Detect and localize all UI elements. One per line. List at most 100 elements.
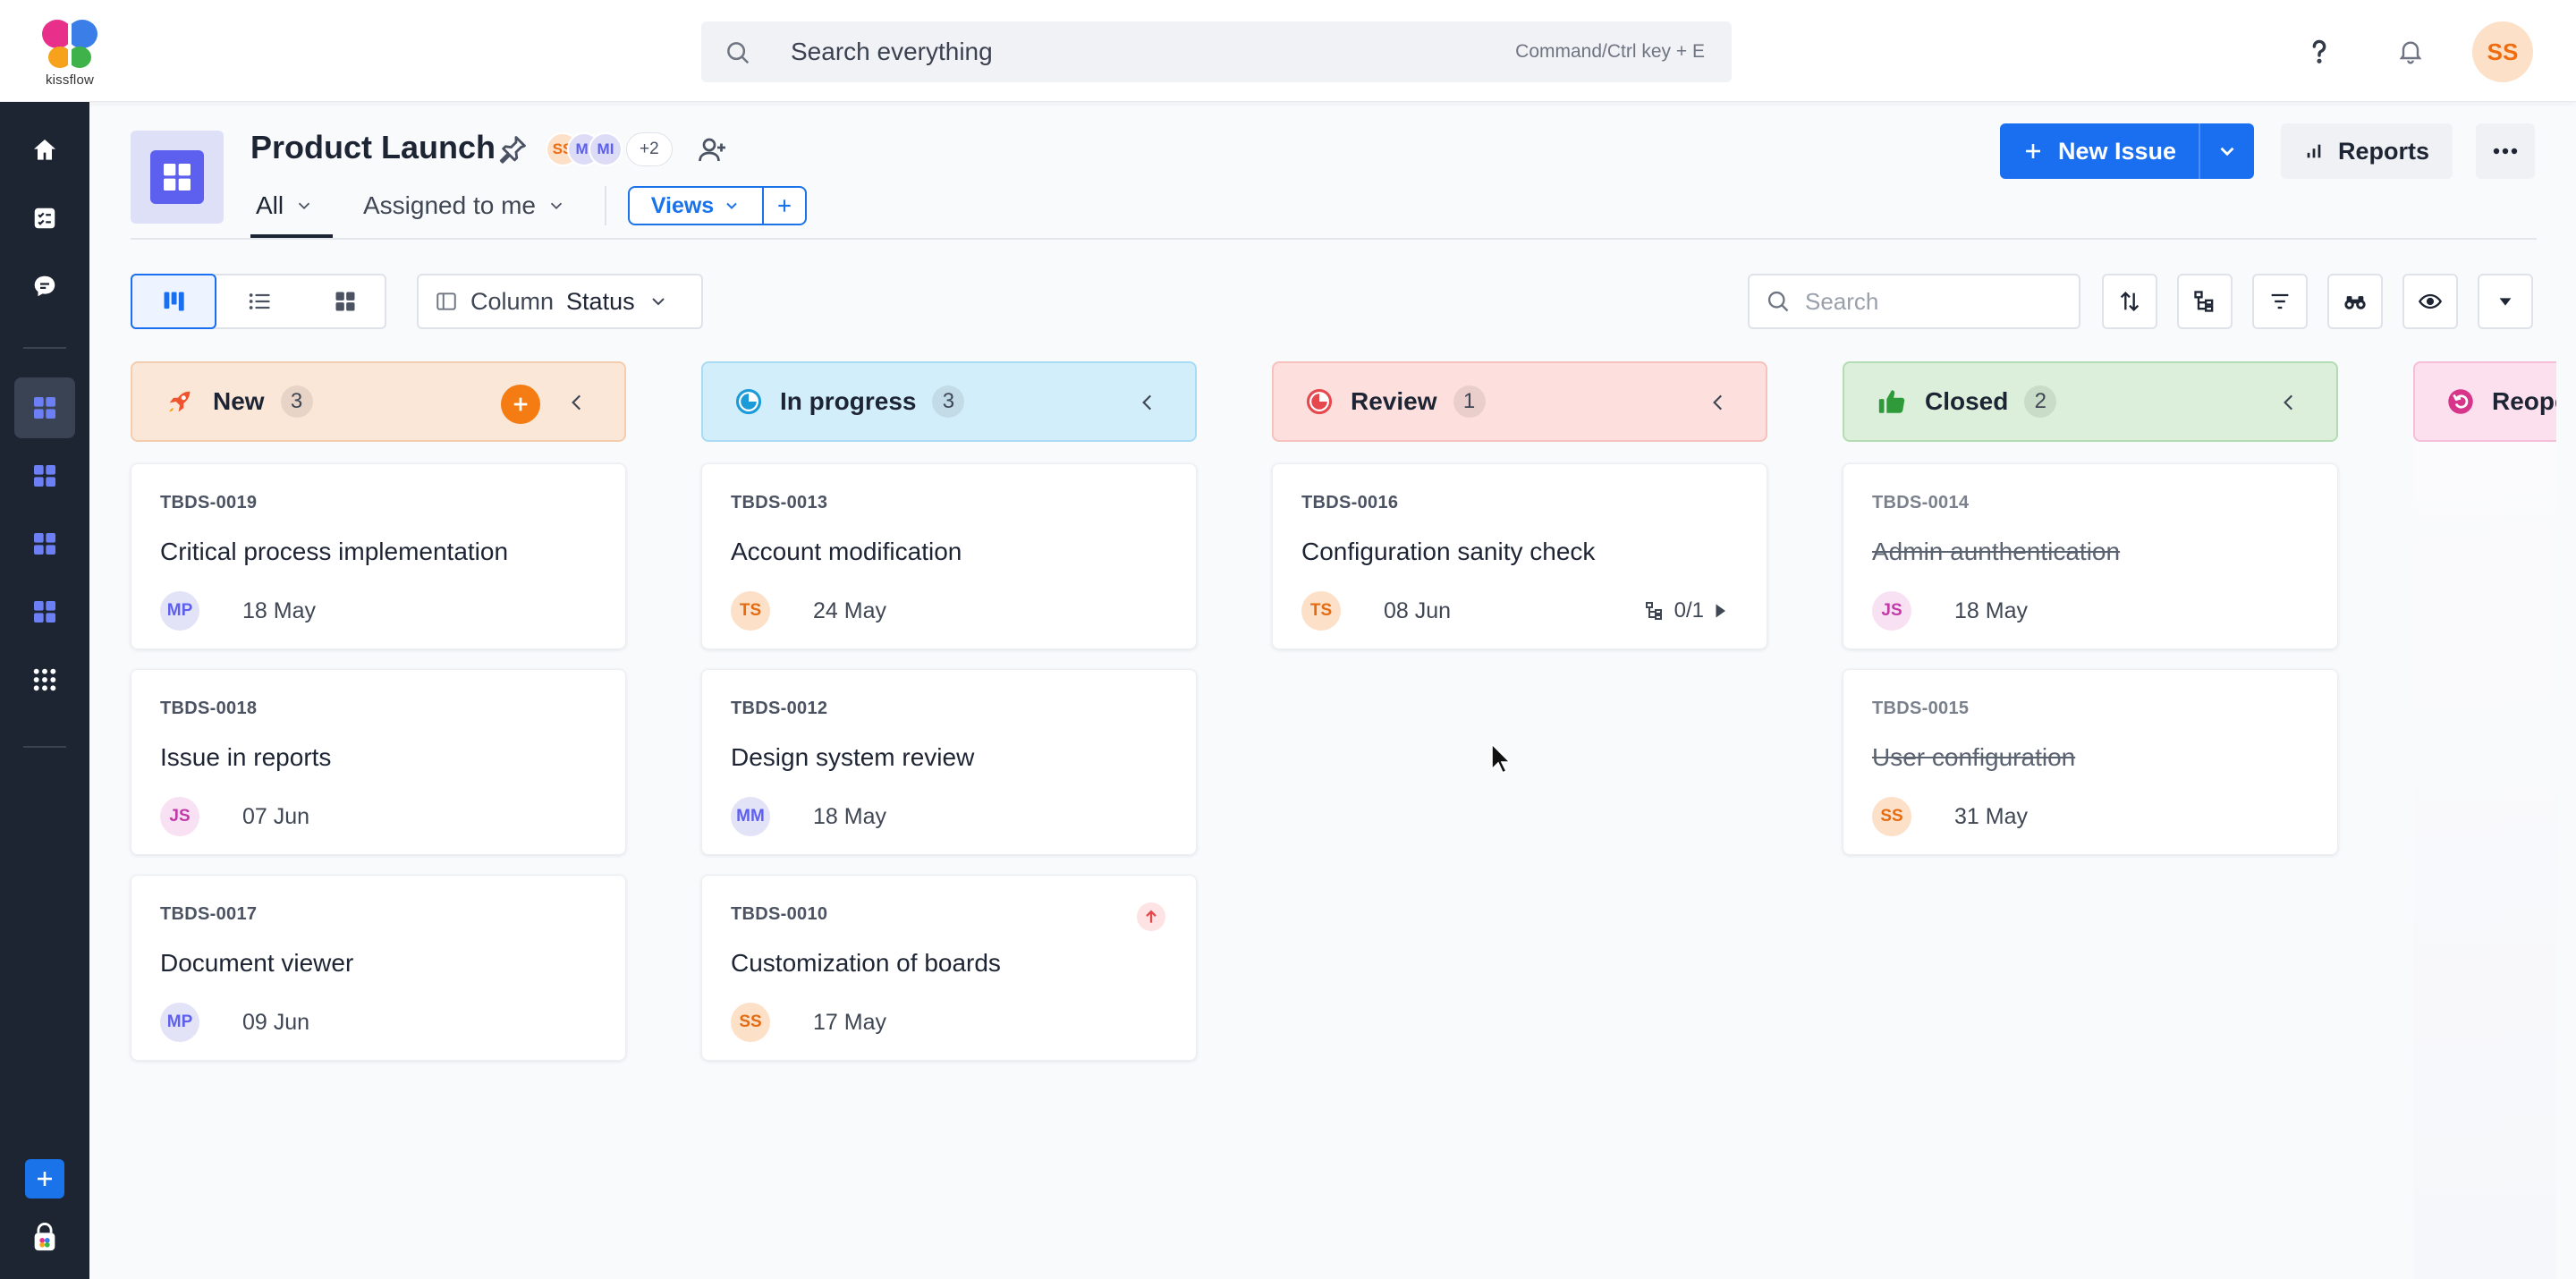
column-label: Column xyxy=(470,287,555,315)
assignee-avatar[interactable]: SS xyxy=(1872,797,1911,836)
reopened-column-body xyxy=(2413,442,2556,1279)
issue-card[interactable]: TBDS-0010 Customization of boards SS 17 May xyxy=(701,875,1197,1061)
issue-id: TBDS-0012 xyxy=(731,699,828,718)
list-view-button[interactable] xyxy=(216,274,302,329)
more-options-button[interactable] xyxy=(2476,123,2535,179)
progress-circle-icon xyxy=(735,388,762,415)
issue-card[interactable]: TBDS-0019 Critical process implementation… xyxy=(131,463,626,649)
views-dropdown[interactable]: Views xyxy=(628,186,764,225)
chevron-down-icon xyxy=(298,202,310,210)
nav-chat[interactable] xyxy=(14,256,75,317)
shopping-bag-icon xyxy=(34,1223,55,1251)
nav-marketplace[interactable] xyxy=(14,1207,75,1268)
more-members-badge[interactable]: +2 xyxy=(626,132,673,166)
assignee-avatar[interactable]: MM xyxy=(731,797,770,836)
subtask-progress[interactable]: 0/1 xyxy=(1644,598,1727,623)
column-groupby-select[interactable]: Column Status xyxy=(417,274,703,329)
collapse-chevron-icon xyxy=(2284,394,2293,411)
column-name: In progress xyxy=(780,387,917,415)
active-tab-indicator xyxy=(250,234,333,238)
create-button[interactable] xyxy=(25,1159,64,1199)
tab-label: Assigned to me xyxy=(363,191,536,219)
issue-title: Admin aunthentication xyxy=(1872,538,2121,565)
issue-card[interactable]: TBDS-0012 Design system review MM 18 May xyxy=(701,669,1197,855)
new-issue-dropdown[interactable] xyxy=(2199,123,2254,179)
plus-icon xyxy=(2025,144,2040,158)
assignee-avatar[interactable]: MP xyxy=(160,1003,199,1042)
chevron-down-icon xyxy=(651,298,665,306)
nav-tasks[interactable] xyxy=(14,188,75,249)
column-value: Status xyxy=(566,287,635,315)
columns-icon xyxy=(436,292,456,310)
assignee-avatar[interactable]: TS xyxy=(731,591,770,631)
search-shortcut-hint: Command/Ctrl key + E xyxy=(1515,41,1705,62)
grid-view-button[interactable] xyxy=(302,274,388,329)
issue-card[interactable]: TBDS-0015 User configuration SS 31 May xyxy=(1843,669,2338,855)
add-view-button[interactable] xyxy=(762,186,807,225)
member-avatar[interactable]: MI xyxy=(589,132,623,166)
board-icon xyxy=(34,397,55,419)
notifications-button[interactable] xyxy=(2381,21,2440,80)
column-header[interactable]: In progress 3 xyxy=(701,361,1197,442)
add-card-button[interactable] xyxy=(501,385,540,424)
add-member-button[interactable] xyxy=(696,134,728,171)
column-header[interactable]: New 3 xyxy=(131,361,626,442)
pin-button[interactable] xyxy=(496,132,530,171)
column-header[interactable]: Reopened xyxy=(2413,361,2556,442)
subtask-count: 0/1 xyxy=(1674,598,1704,623)
toolbar-more-dropdown[interactable] xyxy=(2478,274,2533,329)
board-icon xyxy=(34,465,55,487)
visibility-button[interactable] xyxy=(2402,274,2458,329)
issue-id: TBDS-0015 xyxy=(1872,699,1970,718)
nav-board-product-launch[interactable] xyxy=(14,377,75,438)
nav-home[interactable] xyxy=(14,120,75,181)
column-header[interactable]: Closed 2 xyxy=(1843,361,2338,442)
issue-card[interactable]: TBDS-0018 Issue in reports JS 07 Jun xyxy=(131,669,626,855)
sort-button[interactable] xyxy=(2102,274,2157,329)
tab-all[interactable]: All xyxy=(256,191,314,220)
column-count-badge: 3 xyxy=(932,385,965,418)
reports-button[interactable]: Reports xyxy=(2281,123,2453,179)
issue-card[interactable]: TBDS-0016 Configuration sanity check TS 08 … xyxy=(1272,463,1767,649)
user-avatar[interactable]: SS xyxy=(2472,21,2533,82)
collapse-column-button[interactable] xyxy=(1136,391,1159,419)
collapse-column-button[interactable] xyxy=(2277,391,2301,419)
collapse-column-button[interactable] xyxy=(565,391,589,419)
nav-all-apps[interactable] xyxy=(14,649,75,710)
collapse-chevron-icon xyxy=(1713,394,1723,411)
top-bar: kissflow Command/Ctrl key + E SS xyxy=(0,0,2576,102)
assignee-avatar[interactable]: TS xyxy=(1301,591,1341,631)
new-issue-button[interactable]: New Issue xyxy=(2000,123,2199,179)
track-button[interactable] xyxy=(2327,274,2383,329)
global-search-input[interactable] xyxy=(791,34,1327,70)
column-name: New xyxy=(213,387,265,415)
column-header[interactable]: Review 1 xyxy=(1272,361,1767,442)
issue-card[interactable]: TBDS-0013 Account modification TS 24 May xyxy=(701,463,1197,649)
issue-card[interactable]: TBDS-0017 Document viewer MP 09 Jun xyxy=(131,875,626,1061)
assignee-avatar[interactable]: MP xyxy=(160,591,199,631)
nav-board-3[interactable] xyxy=(14,513,75,574)
page-title: Product Launch xyxy=(250,129,496,165)
kanban-view-button[interactable] xyxy=(131,274,216,329)
logo-text: kissflow xyxy=(45,72,95,88)
rail-divider xyxy=(23,347,66,349)
kissflow-logo[interactable]: kissflow xyxy=(36,16,104,88)
nav-board-2[interactable] xyxy=(14,445,75,506)
filter-button[interactable] xyxy=(2252,274,2308,329)
collapse-column-button[interactable] xyxy=(1707,391,1730,419)
due-date: 07 Jun xyxy=(242,804,310,829)
help-button[interactable] xyxy=(2290,21,2349,80)
board-search-input[interactable] xyxy=(1805,286,2064,317)
new-issue-label: New Issue xyxy=(2057,137,2177,165)
global-search-bar[interactable]: Command/Ctrl key + E xyxy=(701,21,1732,82)
member-avatars[interactable]: SS MI MI +2 xyxy=(546,132,673,166)
issue-card[interactable]: TBDS-0014 Admin aunthentication JS 18 May xyxy=(1843,463,2338,649)
nav-board-4[interactable] xyxy=(14,581,75,642)
board-search[interactable] xyxy=(1748,274,2080,329)
assignee-avatar[interactable]: JS xyxy=(160,797,199,836)
tab-assigned-to-me[interactable]: Assigned to me xyxy=(363,191,566,220)
board-avatar xyxy=(131,131,224,224)
assignee-avatar[interactable]: SS xyxy=(731,1003,770,1042)
assignee-avatar[interactable]: JS xyxy=(1872,591,1911,631)
hierarchy-button[interactable] xyxy=(2177,274,2233,329)
